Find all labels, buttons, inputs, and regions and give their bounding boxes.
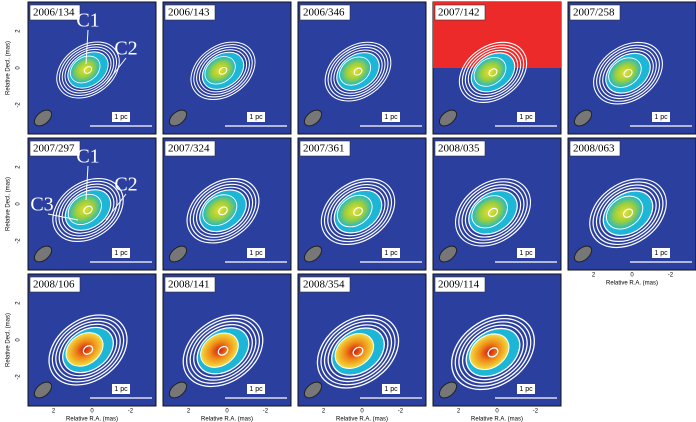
y-axis-label: Relative Decl. (mas): [6, 41, 12, 95]
epoch-label: 2007/361: [303, 143, 345, 155]
epoch-label: 2008/106: [33, 279, 75, 291]
panel: 1 pc 2007/142: [433, 2, 561, 134]
x-axis-label: Relative R.A. (mas): [66, 417, 118, 422]
annotation: C2: [114, 38, 137, 60]
scale-label: 1 pc: [384, 386, 398, 393]
scale-label: 1 pc: [114, 386, 128, 393]
scale-label: 1 pc: [654, 250, 668, 257]
scale-label: 1 pc: [384, 114, 398, 121]
x-tick-label: 2: [592, 273, 596, 279]
epoch-label: 2009/114: [438, 279, 480, 291]
x-tick-label: 0: [630, 273, 634, 279]
epoch-label: 2007/324: [168, 143, 210, 155]
annotation: C3: [30, 194, 53, 216]
panel: 1 pc 2007/361: [298, 138, 426, 270]
x-tick-label: -2: [533, 409, 539, 415]
annotation: C2: [114, 174, 137, 196]
page: 1 pc2006/134C1C220-2Relative Decl. (mas)…: [0, 0, 696, 422]
epoch-label: 2006/134: [33, 7, 75, 19]
panel: 1 pc 2008/063: [568, 138, 696, 270]
scale-label: 1 pc: [519, 114, 533, 121]
panel: 1 pc 2006/346: [298, 2, 426, 134]
x-tick-label: -2: [668, 273, 674, 279]
x-tick-label: 0: [495, 409, 499, 415]
x-axis-label: Relative R.A. (mas): [471, 417, 523, 422]
y-tick-label: 2: [16, 29, 22, 33]
epoch-label: 2008/141: [168, 279, 210, 291]
scale-label: 1 pc: [519, 386, 533, 393]
annotation: C1: [76, 146, 99, 168]
x-tick-label: 2: [187, 409, 191, 415]
panel: 1 pc 2006/134C1 C2: [28, 2, 156, 134]
epoch-label: 2006/143: [168, 7, 210, 19]
x-tick-label: 2: [322, 409, 326, 415]
x-axis-label: Relative R.A. (mas): [201, 417, 253, 422]
epoch-label: 2007/297: [33, 143, 75, 155]
figure: 1 pc2006/134C1C220-2Relative Decl. (mas)…: [0, 0, 696, 422]
panel: 1 pc 2009/114: [433, 274, 561, 406]
scale-label: 1 pc: [114, 250, 128, 257]
x-tick-label: -2: [263, 409, 269, 415]
panel: 1 pc 2007/258: [568, 2, 696, 134]
y-axis-label: Relative Decl. (mas): [6, 313, 12, 367]
scale-label: 1 pc: [654, 114, 668, 121]
epoch-label: 2008/063: [573, 143, 615, 155]
scale-label: 1 pc: [249, 114, 263, 121]
x-tick-label: -2: [398, 409, 404, 415]
panel: 1 pc 2008/354: [298, 274, 426, 406]
y-tick-label: 0: [16, 66, 22, 70]
panel: 1 pc 2008/141: [163, 274, 291, 406]
x-tick-label: 0: [90, 409, 94, 415]
scale-label: 1 pc: [384, 250, 398, 257]
y-axis-label: Relative Decl. (mas): [6, 177, 12, 231]
y-tick-label: 0: [16, 338, 22, 342]
y-tick-label: 2: [16, 165, 22, 169]
annotation: C1: [76, 10, 99, 32]
x-tick-label: 2: [52, 409, 56, 415]
scale-label: 1 pc: [519, 250, 533, 257]
y-tick-label: -2: [16, 238, 22, 244]
x-axis-label: Relative R.A. (mas): [606, 281, 658, 287]
x-tick-label: 0: [360, 409, 364, 415]
epoch-label: 2007/258: [573, 7, 615, 19]
panel: 1 pc 2008/035: [433, 138, 561, 270]
epoch-label: 2008/035: [438, 143, 480, 155]
scale-label: 1 pc: [114, 114, 128, 121]
panel: 1 pc 2007/324: [163, 138, 291, 270]
x-tick-label: 0: [225, 409, 229, 415]
epoch-label: 2006/346: [303, 7, 345, 19]
y-tick-label: 0: [16, 202, 22, 206]
scale-label: 1 pc: [249, 250, 263, 257]
epoch-label: 2007/142: [438, 7, 480, 19]
x-tick-label: 2: [457, 409, 461, 415]
panel: 1 pc 2007/297C1 C2 C3: [28, 138, 156, 270]
panel: 1 pc 2008/106: [28, 274, 156, 406]
panel: 1 pc 2006/143: [163, 2, 291, 134]
y-tick-label: -2: [16, 374, 22, 380]
x-tick-label: -2: [128, 409, 134, 415]
epoch-label: 2008/354: [303, 279, 345, 291]
scale-label: 1 pc: [249, 386, 263, 393]
y-tick-label: -2: [16, 102, 22, 108]
y-tick-label: 2: [16, 301, 22, 305]
x-axis-label: Relative R.A. (mas): [336, 417, 388, 422]
